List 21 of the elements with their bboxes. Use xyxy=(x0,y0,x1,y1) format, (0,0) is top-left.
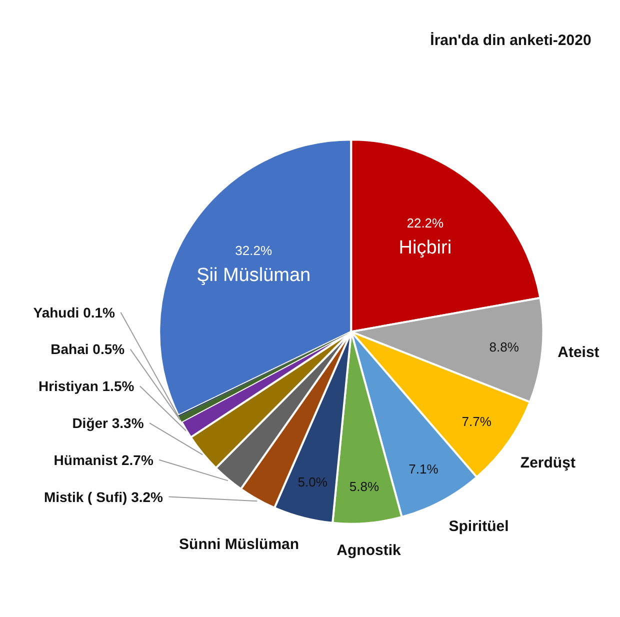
data-label: 7.7% xyxy=(462,414,492,430)
slice-label: Agnostik xyxy=(336,542,402,559)
slice-label: Hümanist 2.7% xyxy=(54,452,154,468)
data-label: 7.1% xyxy=(408,461,439,476)
data-label: 5.0% xyxy=(298,474,328,490)
slice-label: Şii Müslüman xyxy=(196,265,311,286)
slice-label: Diğer 3.3% xyxy=(72,415,144,432)
slice-label: Spiritüel xyxy=(448,518,509,536)
slice-label: Yahudi 0.1% xyxy=(33,304,116,320)
slice-label: Zerdüşt xyxy=(520,454,576,472)
data-label: 8.8% xyxy=(489,340,520,355)
slice-label: Ateist xyxy=(558,344,600,361)
slice-label: Mistik ( Sufi) 3.2% xyxy=(44,488,164,505)
slice-label: Bahai 0.5% xyxy=(50,341,126,358)
slice-label: Hristiyan 1.5% xyxy=(38,378,135,394)
data-label: 32.2% xyxy=(235,242,272,258)
slice-label: Hiçbiri xyxy=(398,238,452,259)
data-label: 22.2% xyxy=(406,215,444,230)
chart-title: İran'da din anketi-2020 xyxy=(430,32,592,49)
slice-label: Sünni Müslüman xyxy=(179,536,300,553)
data-label: 5.8% xyxy=(349,479,380,494)
